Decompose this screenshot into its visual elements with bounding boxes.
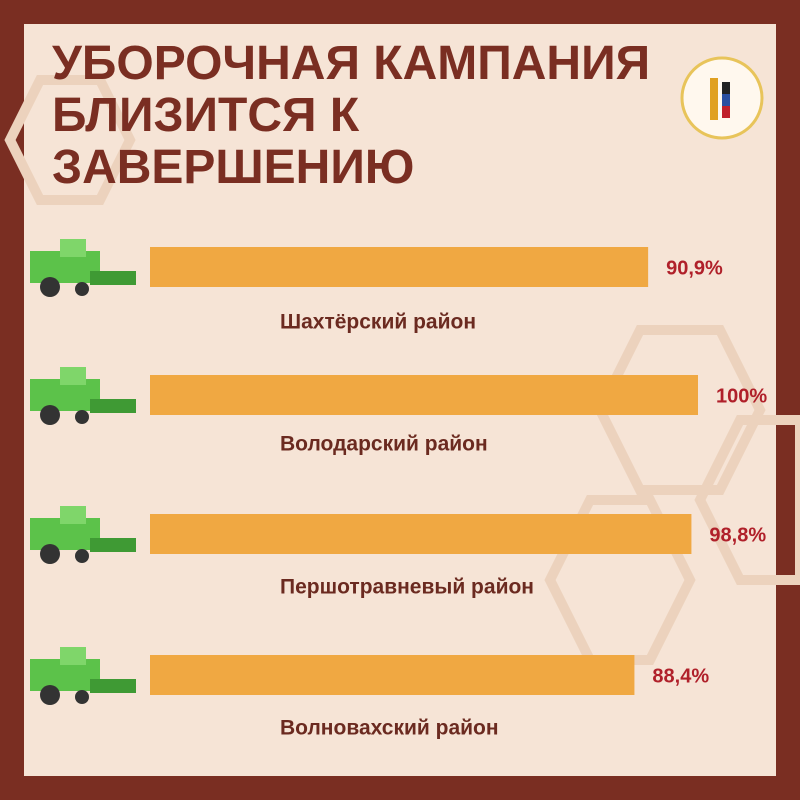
combine-cab <box>60 506 86 524</box>
bar <box>150 375 698 415</box>
combine-cab <box>60 239 86 257</box>
combine-icon <box>30 506 136 564</box>
logo-flag <box>722 106 730 118</box>
combine-wheel <box>40 544 60 564</box>
combine-header <box>90 271 136 285</box>
combine-wheel <box>75 690 89 704</box>
logo-wheat <box>710 78 718 120</box>
combine-cab <box>60 367 86 385</box>
combines <box>30 239 136 705</box>
combine-icon <box>30 647 136 705</box>
logo-flag <box>722 82 730 94</box>
combine-wheel <box>75 410 89 424</box>
title: УБОРОЧНАЯ КАМПАНИЯ БЛИЗИТСЯ К ЗАВЕРШЕНИЮ <box>52 37 651 194</box>
value-label: 88,4% <box>652 665 709 687</box>
category-label: Шахтёрский район <box>280 311 476 334</box>
bar <box>150 514 692 554</box>
combine-wheel <box>40 277 60 297</box>
combine-header <box>90 538 136 552</box>
value-label: 98,8% <box>709 524 766 546</box>
combine-wheel <box>40 685 60 705</box>
combine-icon <box>30 239 136 297</box>
combine-cab <box>60 647 86 665</box>
value-label: 90,9% <box>666 257 723 279</box>
combine-header <box>90 399 136 413</box>
combine-wheel <box>75 549 89 563</box>
bar <box>150 655 635 695</box>
logo-flag <box>722 94 730 106</box>
combine-icon <box>30 367 136 425</box>
category-label: Володарский район <box>280 433 488 456</box>
value-label: 100% <box>716 385 767 407</box>
bar <box>150 247 649 287</box>
category-label: Першотравневый район <box>280 576 534 599</box>
combine-wheel <box>75 282 89 296</box>
combine-header <box>90 679 136 693</box>
category-label: Волновахский район <box>280 717 499 740</box>
combine-wheel <box>40 405 60 425</box>
